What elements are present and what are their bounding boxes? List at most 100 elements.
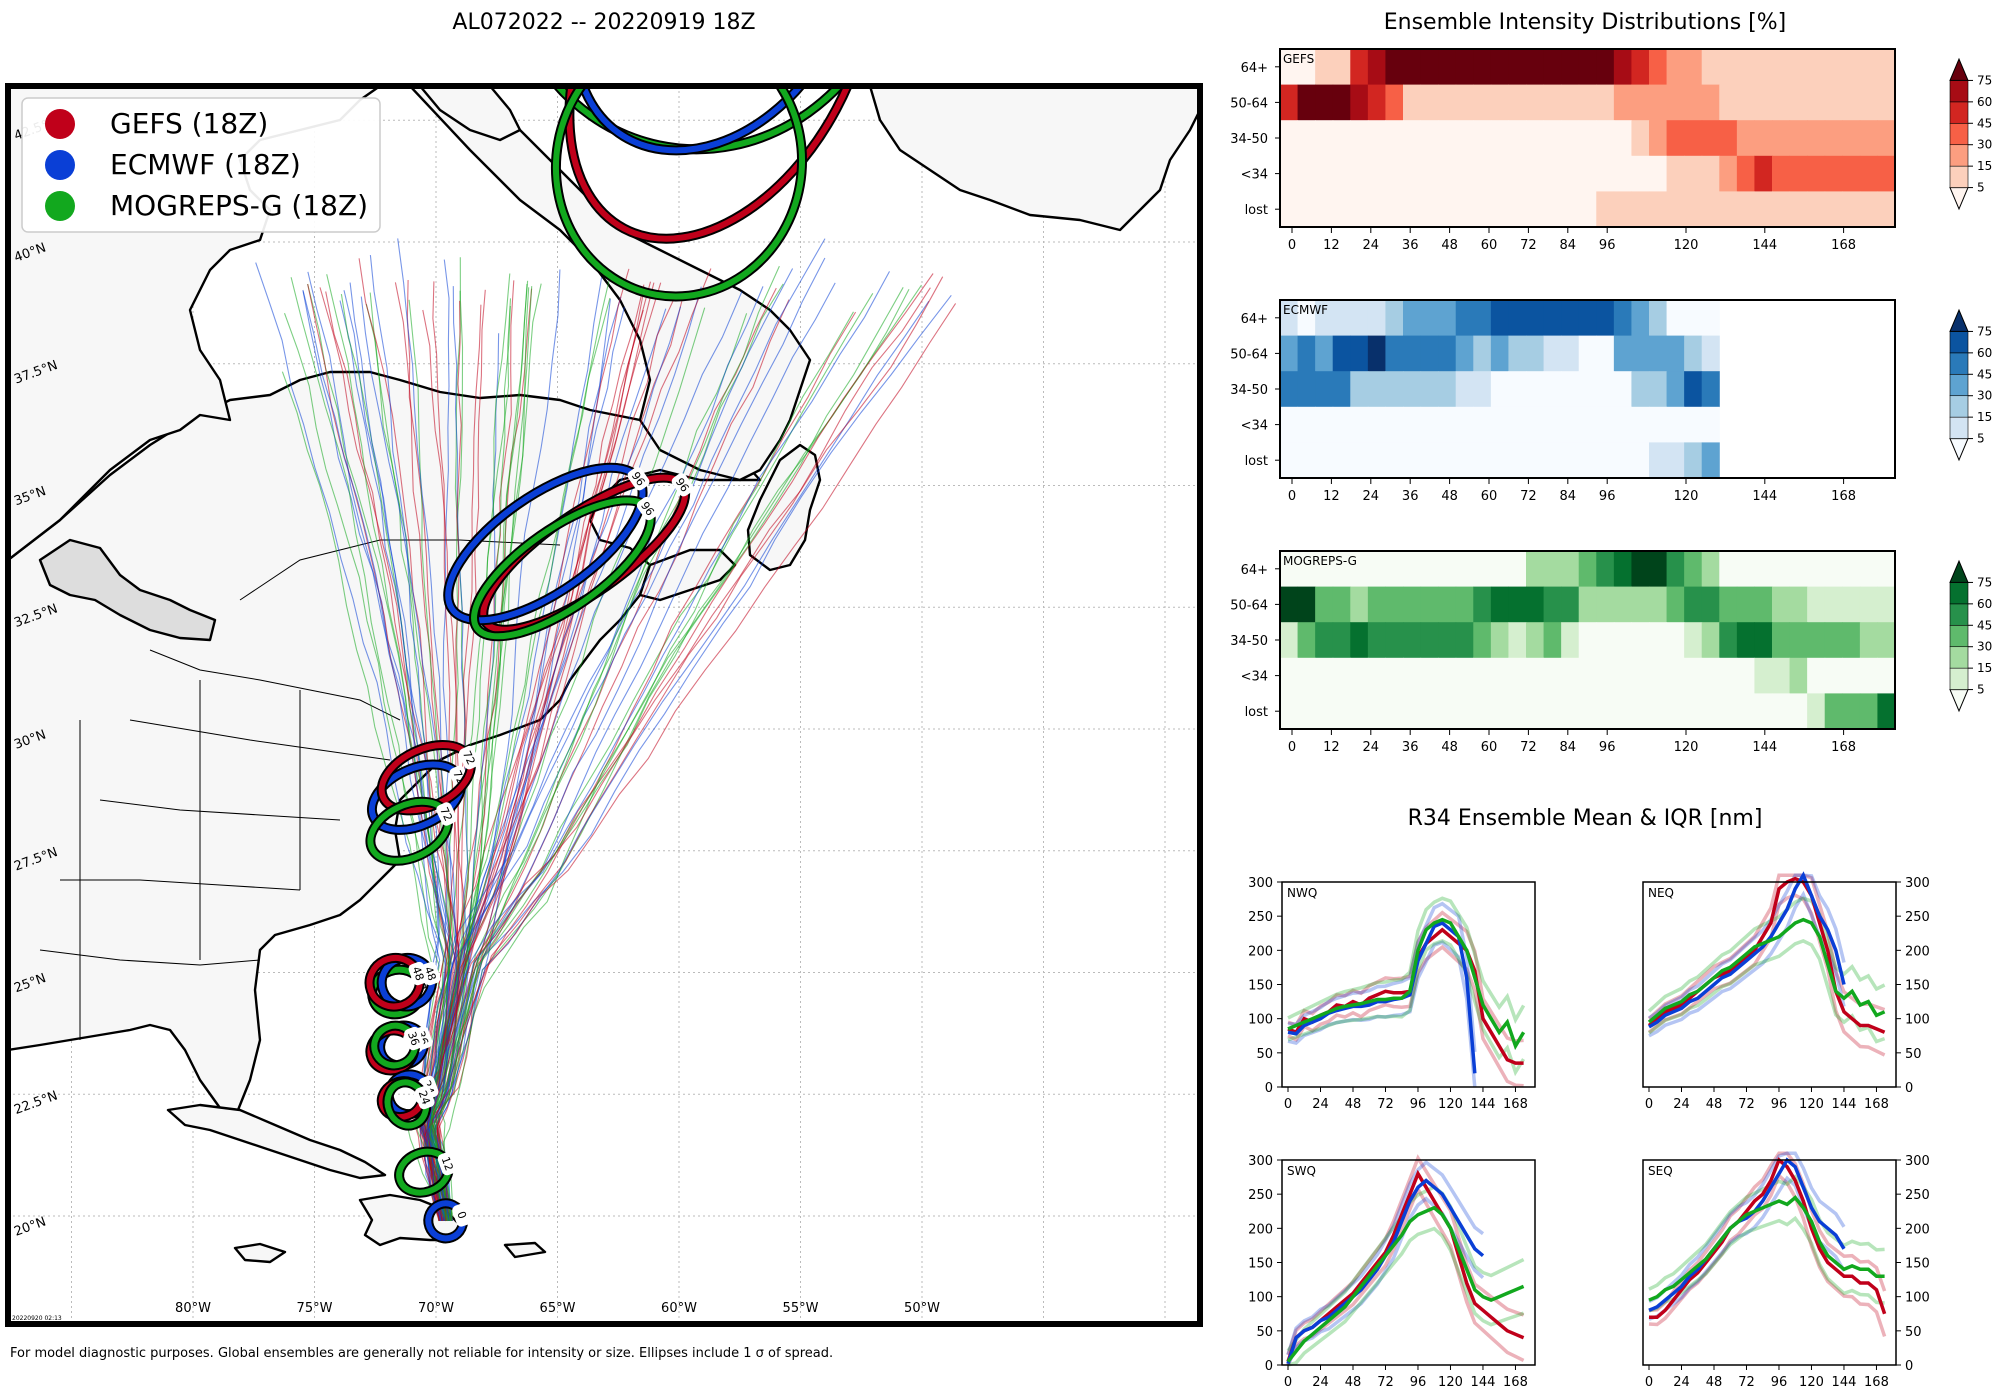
heatmap-cell: [1455, 406, 1474, 443]
heatmap-cell: [1649, 191, 1668, 228]
map-content: 1441441201441201209696967272724848481236…: [8, 86, 1200, 1324]
heatmap-cell: [1280, 120, 1299, 157]
heatmap-cell: [1736, 49, 1755, 86]
heatmap-cell: [1772, 622, 1791, 659]
heatmap-cell: [1613, 120, 1632, 157]
heatmap-cell: [1596, 335, 1615, 372]
r34-y-label: 300: [1248, 1154, 1273, 1169]
heatmap-cell: [1613, 300, 1632, 337]
heatmap-x-label: 36: [1402, 238, 1419, 253]
longitude-label: 80°W: [175, 1301, 211, 1316]
heatmap-cell: [1701, 657, 1720, 694]
heatmap-cell: [1403, 406, 1422, 443]
heatmap-cell: [1631, 120, 1650, 157]
colorbar-segment: [1949, 331, 1969, 354]
heatmap-cell: [1455, 693, 1474, 730]
ellipse-mogreps-96: 96: [469, 495, 659, 642]
ellipse-label-bg: [437, 1151, 458, 1176]
heatmap-cell: [1403, 84, 1422, 121]
colorbar-label: 5: [1977, 683, 1985, 697]
heatmap-cell: [1613, 335, 1632, 372]
heatmap-cell: [1473, 84, 1492, 121]
heatmap-x-label: 120: [1674, 489, 1699, 504]
r34-plot-bg: [1643, 882, 1896, 1087]
heatmap-cell: [1666, 622, 1685, 659]
heatmap-x-label: 12: [1323, 740, 1340, 755]
heatmap-cell: [1438, 120, 1457, 157]
heatmap-cell: [1350, 551, 1369, 588]
r34-y-label: 250: [1905, 1188, 1930, 1203]
heatmap-cell: [1543, 551, 1562, 588]
heatmap-cell: [1666, 442, 1685, 479]
heatmap-cell: [1385, 551, 1404, 588]
r34-iqr-mogreps: [1647, 896, 1886, 1013]
heatmap-cell: [1438, 300, 1457, 337]
heatmap-cell: [1315, 84, 1334, 121]
r34-y-label: 300: [1248, 876, 1273, 891]
ellipse-gefs-48: 48: [364, 952, 429, 1012]
heatmap-cell: [1403, 693, 1422, 730]
heatmap-cell: [1684, 371, 1703, 408]
r34-x-label: 24: [1673, 1097, 1690, 1112]
heatmap-cell: [1613, 693, 1632, 730]
heatmap-cell: [1684, 693, 1703, 730]
heatmap-cell: [1297, 84, 1316, 121]
heatmap-cell: [1719, 551, 1738, 588]
heatmap-cell: [1684, 406, 1703, 443]
heatmap-cell: [1789, 191, 1808, 228]
legend-gefs-label: GEFS (18Z): [110, 107, 268, 140]
heatmap-cell: [1332, 551, 1351, 588]
heatmap-cell: [1807, 693, 1826, 730]
heatmap-cell: [1385, 191, 1404, 228]
heatmap-x-label: 168: [1831, 489, 1856, 504]
heatmap-cell: [1631, 693, 1650, 730]
heatmap-cell: [1701, 586, 1720, 623]
heatmap-cell: [1649, 586, 1668, 623]
heatmap-cell: [1473, 335, 1492, 372]
heatmap-cell: [1578, 335, 1597, 372]
heatmap-cell: [1526, 300, 1545, 337]
r34-y-label: 150: [1905, 979, 1930, 994]
heatmap-cell: [1526, 657, 1545, 694]
r34-x-label: 168: [1864, 1097, 1889, 1112]
r34-mean-gefs: [1649, 1157, 1887, 1319]
heatmap-cell: [1543, 657, 1562, 694]
heatmap-x-label: 72: [1520, 489, 1537, 504]
r34-x-label: 72: [1738, 1097, 1755, 1112]
heatmap-cell: [1631, 49, 1650, 86]
heatmap-cell: [1596, 191, 1615, 228]
heatmap-cell: [1807, 84, 1826, 121]
r34-iqr-mogreps: [1287, 896, 1526, 1025]
r34-iqr-ecmwf: [1287, 901, 1477, 1053]
heatmap-cell: [1613, 49, 1632, 86]
r34-swq: SWQ 0 24 48 72 96 120 144 168 0 50 100 150 200 250 300: [1248, 1154, 1536, 1390]
heatmap-cell: [1332, 300, 1351, 337]
r34-mean-mogreps: [1286, 1205, 1525, 1363]
r34-y-label: 0: [1265, 1081, 1273, 1096]
heatmap-cell: [1473, 191, 1492, 228]
ensemble-track-gefs: [411, 281, 456, 1222]
r34-y-label: 50: [1256, 1047, 1273, 1062]
ensemble-track-ecmwf: [434, 286, 470, 1221]
colorbar-segment: [1949, 122, 1969, 146]
heatmap-cell: [1701, 693, 1720, 730]
heatmap-cell: [1613, 191, 1632, 228]
r34-x-label: 120: [1438, 1097, 1463, 1112]
longitude-label: 70°W: [418, 1301, 454, 1316]
heatmap-cell: [1596, 586, 1615, 623]
heatmap-cell: [1367, 442, 1386, 479]
heatmap-row-label: 64+: [1241, 563, 1268, 578]
r34-y-label: 50: [1905, 1325, 1922, 1340]
heatmap-cell: [1649, 120, 1668, 157]
heatmap-cell: [1666, 693, 1685, 730]
heatmap-x-label: 48: [1441, 740, 1458, 755]
longitude-label: 60°W: [661, 1301, 697, 1316]
heatmap-cell: [1455, 120, 1474, 157]
heatmap-cell: [1631, 551, 1650, 588]
heatmap-cell: [1420, 442, 1439, 479]
heatmap-cell: [1280, 693, 1299, 730]
heatmap-cell: [1754, 657, 1773, 694]
longitude-labels: 80°W 75°W 70°W 65°W 60°W 55°W 50°W: [175, 1301, 940, 1316]
heatmap-cell: [1859, 586, 1878, 623]
land-labrador: [408, 86, 812, 482]
